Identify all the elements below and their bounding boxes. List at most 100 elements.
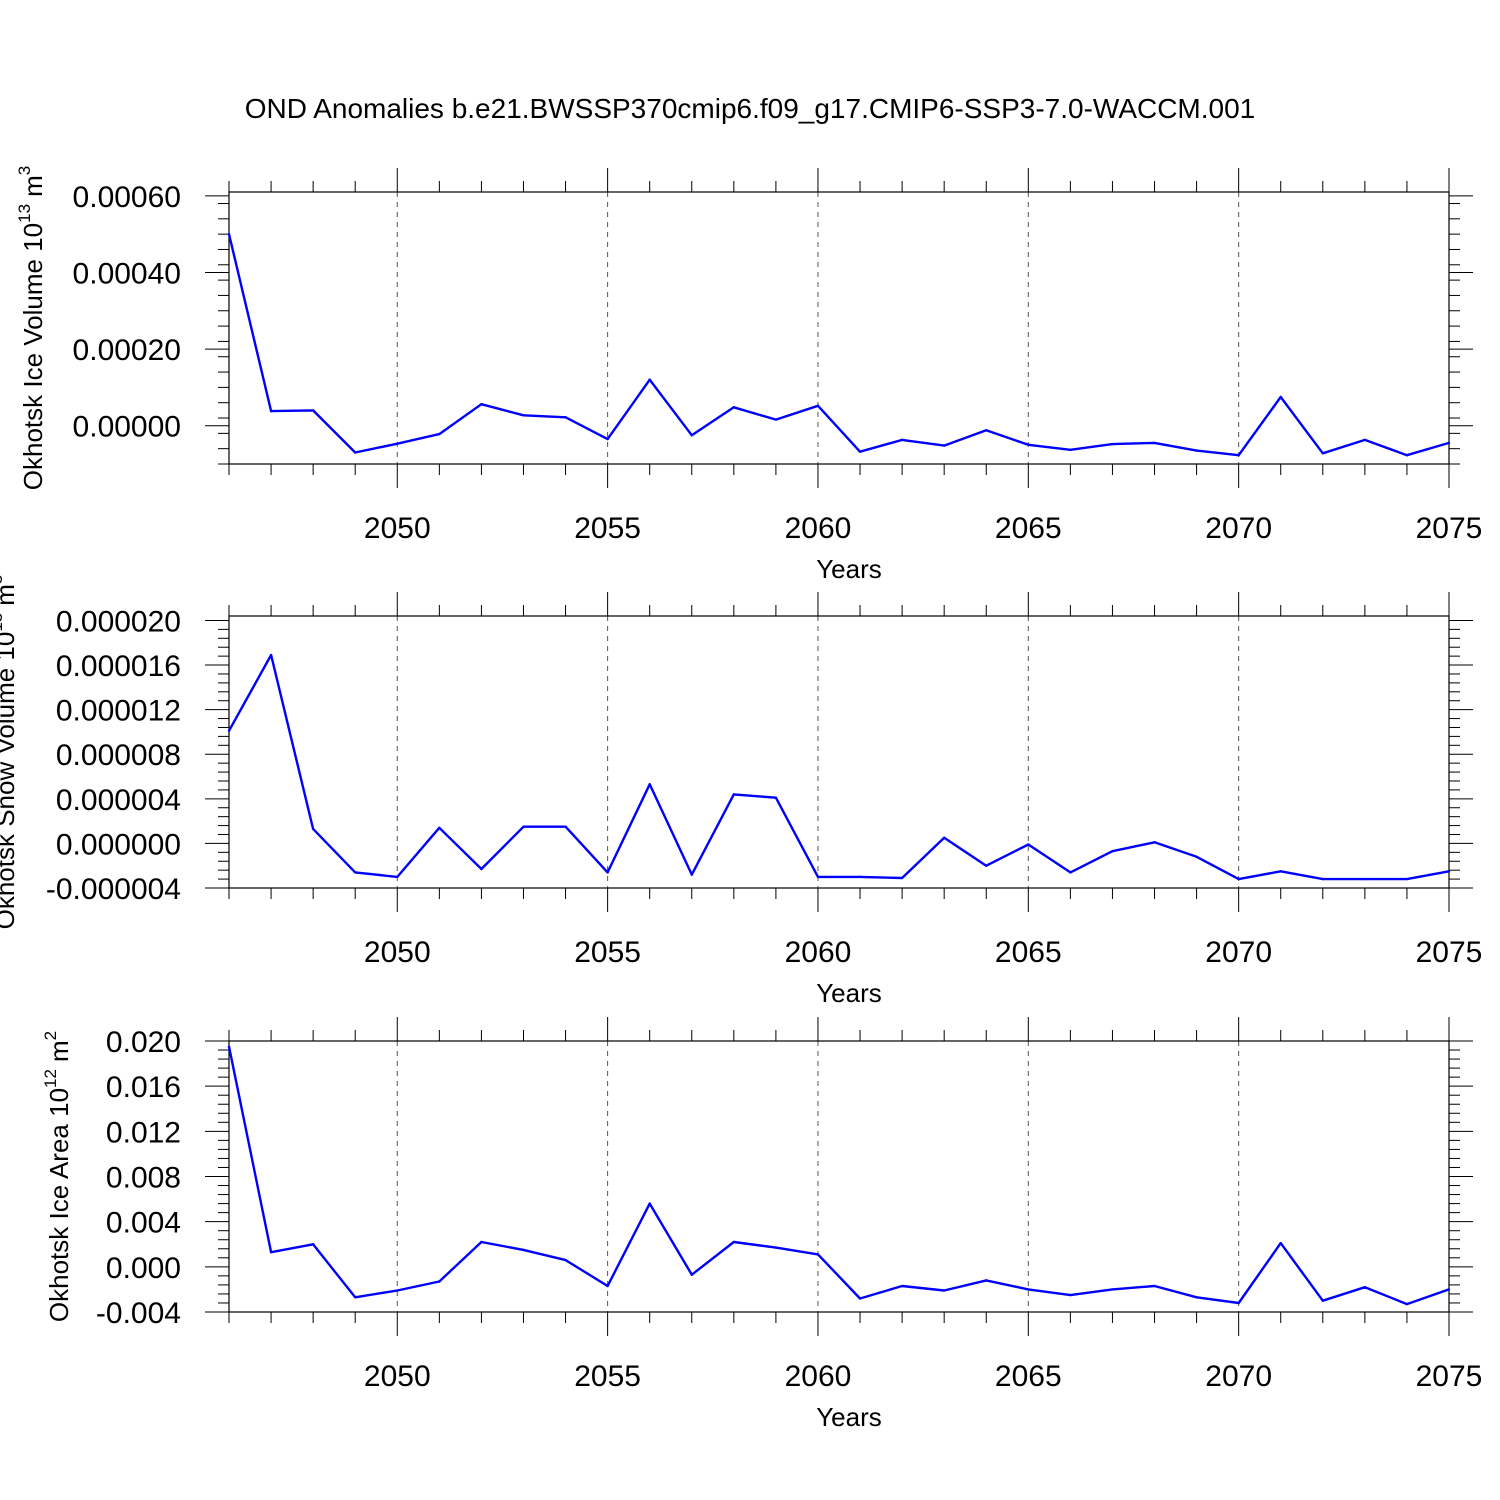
data-point: [564, 825, 567, 828]
data-point: [774, 1246, 778, 1249]
data-point: [1405, 453, 1409, 457]
data-point: [269, 1250, 273, 1254]
y-axis-title-unit: m: [18, 175, 48, 197]
data-point: [900, 438, 904, 442]
y-axis-title: Okhotsk Ice Volume 1013 m3: [15, 166, 48, 490]
data-point: [858, 450, 862, 453]
data-point: [816, 404, 820, 407]
data-point: [774, 418, 778, 421]
x-tick-label: 2065: [995, 1360, 1062, 1393]
data-point: [985, 429, 988, 432]
x-tick-label: 2070: [1205, 512, 1272, 545]
data-point: [648, 783, 651, 786]
data-point: [1111, 442, 1114, 446]
x-axis-title: Years: [816, 554, 882, 584]
data-point: [1069, 871, 1072, 874]
y-tick-label: 0.000020: [56, 605, 181, 638]
data-point: [1363, 438, 1367, 442]
data-point: [1279, 395, 1282, 399]
series-line-ice-area: [227, 1046, 1450, 1306]
data-point: [354, 871, 357, 874]
data-point: [311, 827, 315, 831]
y-axis-title-unit: m: [44, 1040, 74, 1062]
data-point: [438, 1280, 441, 1283]
x-tick-label: 2050: [364, 936, 431, 969]
data-point: [942, 836, 946, 840]
y-axis-title-exponent: 13: [15, 204, 34, 223]
data-point: [311, 409, 315, 412]
data-point: [690, 1273, 693, 1276]
data-point: [269, 653, 273, 657]
data-point: [1237, 877, 1240, 881]
x-tick-label: 2055: [574, 936, 641, 969]
panel-snow-volume: -0.000004 0.000000 0.000004 0.000008 0.00001…: [0, 575, 1482, 1008]
data-point: [1069, 1293, 1072, 1297]
series-line-ice-volume: [227, 233, 1450, 457]
x-tick-label: 2060: [785, 1360, 852, 1393]
data-point: [480, 403, 483, 406]
data-point: [690, 873, 693, 876]
data-point: [1405, 1302, 1409, 1306]
y-tick-label: 0.000: [106, 1252, 181, 1285]
data-point: [942, 1289, 946, 1292]
data-point: [732, 1240, 736, 1244]
data-point: [690, 434, 693, 437]
y-tick-label: 0.000008: [56, 739, 181, 772]
x-tick-label: 2075: [1416, 936, 1483, 969]
y-tick-label: 0.000000: [56, 828, 181, 861]
data-point: [1027, 443, 1030, 447]
data-point: [1195, 1296, 1198, 1299]
x-tick-label: 2075: [1416, 1360, 1483, 1393]
y-tick-label: 0.00040: [73, 257, 181, 290]
y-axis-title-unit: m: [0, 584, 20, 606]
panel-ice-area: -0.004 0.000 0.004 0.008 0.012 0.016 0.020 2050…: [41, 1017, 1482, 1432]
series-line-snow-volume: [227, 653, 1450, 881]
data-point: [648, 1202, 651, 1205]
data-point: [858, 1297, 862, 1300]
data-point: [1405, 877, 1409, 881]
data-point: [522, 414, 525, 417]
x-tick-label: 2070: [1205, 1360, 1272, 1393]
data-point: [606, 871, 609, 874]
data-point: [1027, 843, 1030, 846]
plot-frame: [228, 1040, 1450, 1313]
data-point: [1447, 441, 1451, 445]
data-point: [816, 875, 820, 879]
x-tick-label: 2065: [995, 936, 1062, 969]
data-point: [1237, 453, 1240, 457]
data-point: [1069, 448, 1072, 452]
data-point: [900, 876, 904, 880]
y-tick-label: 0.000016: [56, 650, 181, 683]
data-point: [480, 1240, 483, 1244]
data-point: [1279, 1241, 1282, 1245]
data-point: [227, 232, 231, 236]
data-point: [732, 406, 736, 409]
data-point: [606, 1284, 609, 1288]
data-point: [1321, 877, 1324, 881]
data-point: [1447, 1288, 1451, 1291]
data-point: [1153, 1284, 1156, 1288]
y-tick-label: 0.016: [106, 1071, 181, 1104]
figure-title: OND Anomalies b.e21.BWSSP370cmip6.f09_g1…: [245, 93, 1256, 124]
data-point: [311, 1243, 315, 1246]
data-point: [606, 437, 609, 441]
data-point: [1111, 850, 1114, 853]
data-point: [1321, 452, 1324, 455]
data-point: [1279, 870, 1282, 873]
data-point: [227, 1045, 231, 1048]
y-tick-label: 0.012: [106, 1116, 181, 1149]
data-point: [900, 1284, 904, 1288]
y-tick-label: -0.004: [96, 1297, 181, 1330]
y-tick-label: 0.020: [106, 1026, 181, 1059]
y-axis-title-unit-exponent: 3: [0, 575, 6, 584]
data-point: [732, 793, 736, 796]
y-axis-title-exponent: 12: [41, 1069, 60, 1088]
data-point: [354, 1296, 357, 1299]
data-point: [858, 875, 862, 879]
data-point: [438, 432, 441, 436]
x-tick-label: 2055: [574, 1360, 641, 1393]
data-point: [480, 867, 483, 871]
y-tick-label: 0.008: [106, 1162, 181, 1195]
data-point: [269, 409, 273, 413]
